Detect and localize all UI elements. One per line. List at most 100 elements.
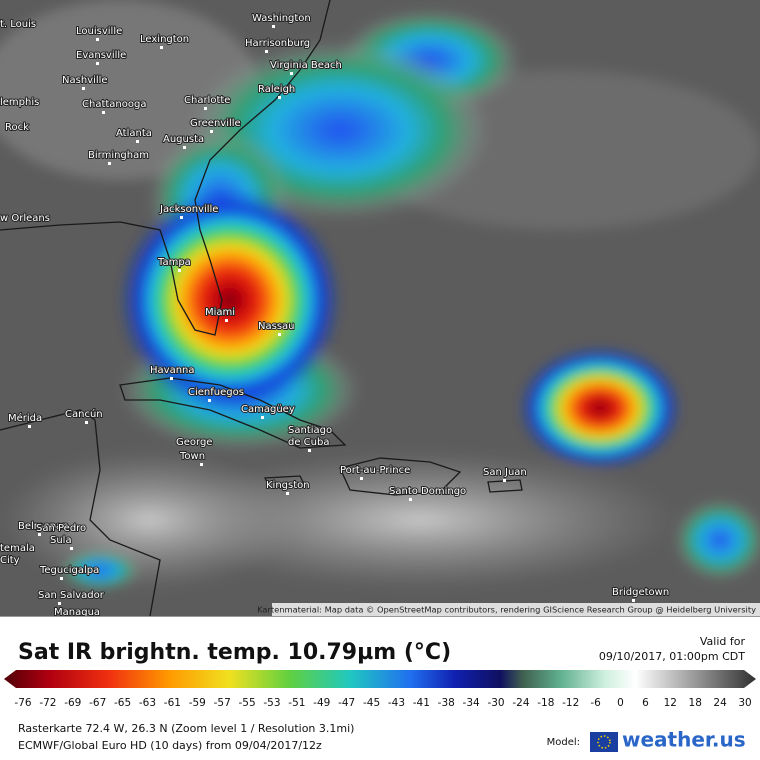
city-label: Birmingham <box>88 150 149 161</box>
eu-stars <box>597 735 611 749</box>
city-marker <box>210 130 213 133</box>
city-label: lemphis <box>0 97 39 108</box>
city-label: Town <box>179 451 205 462</box>
city-label: Kingston <box>266 480 310 491</box>
city-label: Washington <box>252 13 311 24</box>
city-label: Evansville <box>76 50 126 61</box>
city-marker <box>261 416 264 419</box>
city-marker <box>290 72 293 75</box>
cloud-field <box>0 0 760 590</box>
color-bar-tick-label: -65 <box>114 697 131 709</box>
city-label: Tegucigalpa <box>39 565 99 576</box>
city-label: Miami <box>205 307 235 318</box>
city-label: Augusta <box>163 134 204 145</box>
valid-label: Valid for <box>700 635 746 648</box>
city-label: Havanna <box>150 365 195 376</box>
color-bar-tick-label: -43 <box>388 697 405 709</box>
city-marker <box>204 107 207 110</box>
city-label: Greenville <box>190 118 241 129</box>
city-label: Santiago <box>288 425 332 436</box>
color-bar-tick-label: -63 <box>139 697 156 709</box>
city-label: San Pedro <box>36 523 86 534</box>
city-marker <box>108 162 111 165</box>
model-label: Model: <box>547 737 580 748</box>
city-label: Mérida <box>8 412 42 424</box>
color-bar-tick-label: -38 <box>438 697 455 709</box>
city-marker <box>278 333 281 336</box>
city-label: w Orleans <box>0 213 50 224</box>
color-bar-tick-label: 0 <box>617 697 624 709</box>
city-marker <box>170 377 173 380</box>
color-bar-tick-label: -55 <box>238 697 255 709</box>
city-label: temala <box>0 543 35 554</box>
city-label: Atlanta <box>116 128 152 139</box>
color-bar-tick-label: -59 <box>189 697 206 709</box>
color-bar-tick-label: -41 <box>413 697 430 709</box>
raster-info: Rasterkarte 72.4 W, 26.3 N (Zoom level 1… <box>18 722 354 735</box>
city-marker <box>286 492 289 495</box>
city-label: Cienfuegos <box>188 387 244 398</box>
city-label: Nashville <box>62 75 108 86</box>
color-bar-tick-label: -18 <box>537 697 554 709</box>
city-marker <box>96 62 99 65</box>
city-label: Chattanooga <box>82 99 146 110</box>
color-bar-tick-label: -51 <box>288 697 305 709</box>
city-label: Nassau <box>258 321 295 332</box>
city-label: Belmopan <box>18 521 68 532</box>
color-bar-tick-label: -45 <box>363 697 380 709</box>
city-marker <box>208 399 211 402</box>
color-bar-tick-label: -47 <box>338 697 355 709</box>
city-marker <box>225 319 228 322</box>
city-marker <box>136 140 139 143</box>
color-bar-tick-label: 18 <box>689 697 702 709</box>
city-label: t. Louis <box>0 19 36 30</box>
city-label: Jacksonville <box>159 204 218 215</box>
color-bar-tick-label: -24 <box>512 697 529 709</box>
color-bar-tick-label: 6 <box>642 697 649 709</box>
city-label: Louisville <box>76 26 122 37</box>
city-marker <box>85 421 88 424</box>
city-label: City <box>0 555 20 566</box>
city-label: Tampa <box>157 257 191 268</box>
color-bar <box>4 670 756 688</box>
city-label: Rock <box>5 122 29 133</box>
color-bar-tick-label: -72 <box>39 697 56 709</box>
city-label: Managua <box>54 607 100 616</box>
satellite-map: Washington t. Louis Louisville Lexington Har… <box>0 0 760 616</box>
city-label: Santo Domingo <box>389 486 466 497</box>
city-marker <box>183 146 186 149</box>
city-label: Sula <box>50 535 72 546</box>
city-marker <box>96 38 99 41</box>
city-marker <box>70 547 73 550</box>
legend-title: Sat IR brightn. temp. 10.79µm (°C) <box>18 640 451 665</box>
city-marker <box>308 449 311 452</box>
city-label: Harrisonburg <box>245 38 310 49</box>
color-bar-tick-label: -6 <box>590 697 601 709</box>
color-bar-tick-label: -61 <box>164 697 181 709</box>
city-marker <box>58 602 61 605</box>
city-marker <box>278 96 281 99</box>
city-label: Bridgetown <box>612 587 669 598</box>
color-bar-tick-label: -76 <box>14 697 31 709</box>
color-bar-tick-label: -57 <box>214 697 231 709</box>
city-label: Virginia Beach <box>270 60 342 71</box>
city-label: Charlotte <box>184 95 230 106</box>
city-marker <box>360 477 363 480</box>
color-bar-ticks: -76 -72 -69 -67 -65 -63 -61 -59 -57 -55 -53 -51 -49-… <box>14 697 751 709</box>
city-label: de Cuba <box>288 437 329 448</box>
coastlines <box>0 0 523 616</box>
city-marker <box>409 498 412 501</box>
city-marker <box>632 599 635 602</box>
city-marker <box>60 577 63 580</box>
city-label: San Salvador <box>38 590 105 601</box>
city-label: Camagüey <box>241 404 295 415</box>
color-bar-tick-label: -69 <box>64 697 81 709</box>
city-marker <box>265 50 268 53</box>
valid-time: 09/10/2017, 01:00pm CDT <box>599 650 745 663</box>
city-marker <box>200 463 203 466</box>
color-bar-tick-label: 12 <box>664 697 677 709</box>
city-marker <box>180 216 183 219</box>
city-marker <box>178 269 181 272</box>
city-label: Cancún <box>65 408 103 420</box>
